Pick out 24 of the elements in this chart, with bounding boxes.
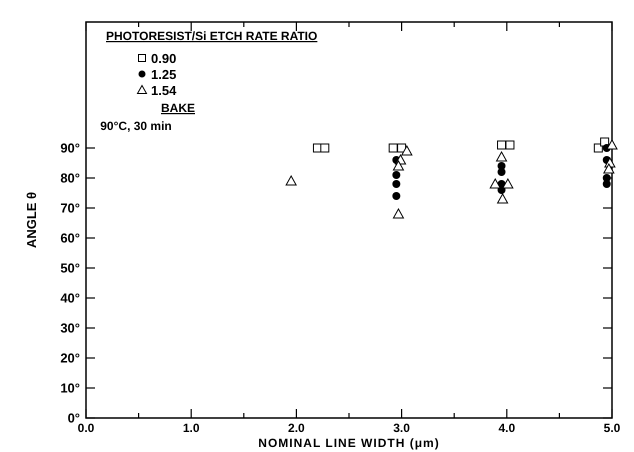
x-tick-label: 0.0 [78,421,95,435]
annotation: BAKE [160,101,196,115]
x-tick-label: 3.0 [393,421,410,435]
y-tick-label: 80° [60,170,80,186]
y-tick-label: 0° [68,410,80,426]
y-tick-label: 10° [60,380,80,396]
y-axis-title: ANGLE θ [24,192,39,248]
y-tick-label: 40° [60,290,80,306]
x-tick-label: 4.0 [498,421,516,435]
x-axis-title: NOMINAL LINE WIDTH (μm) [258,436,440,450]
y-tick-label: 50° [60,260,80,276]
x-tick-label: 1.0 [182,421,200,435]
legend-label: 1.54 [151,83,178,98]
y-tick-label: 70° [60,200,80,216]
x-tick-label: 2.0 [288,421,306,435]
x-tick-label: 5.0 [604,421,621,435]
annotation: 90°C, 30 min [100,119,172,133]
legend-label: 0.90 [151,51,176,66]
y-tick-label: 90° [60,140,80,156]
legend-title: PHOTORESIST/Si ETCH RATE RATIO [106,29,318,43]
y-tick-label: 20° [60,350,80,366]
y-tick-label: 60° [60,230,80,246]
legend-label: 1.25 [151,67,176,82]
y-tick-label: 30° [60,320,80,336]
